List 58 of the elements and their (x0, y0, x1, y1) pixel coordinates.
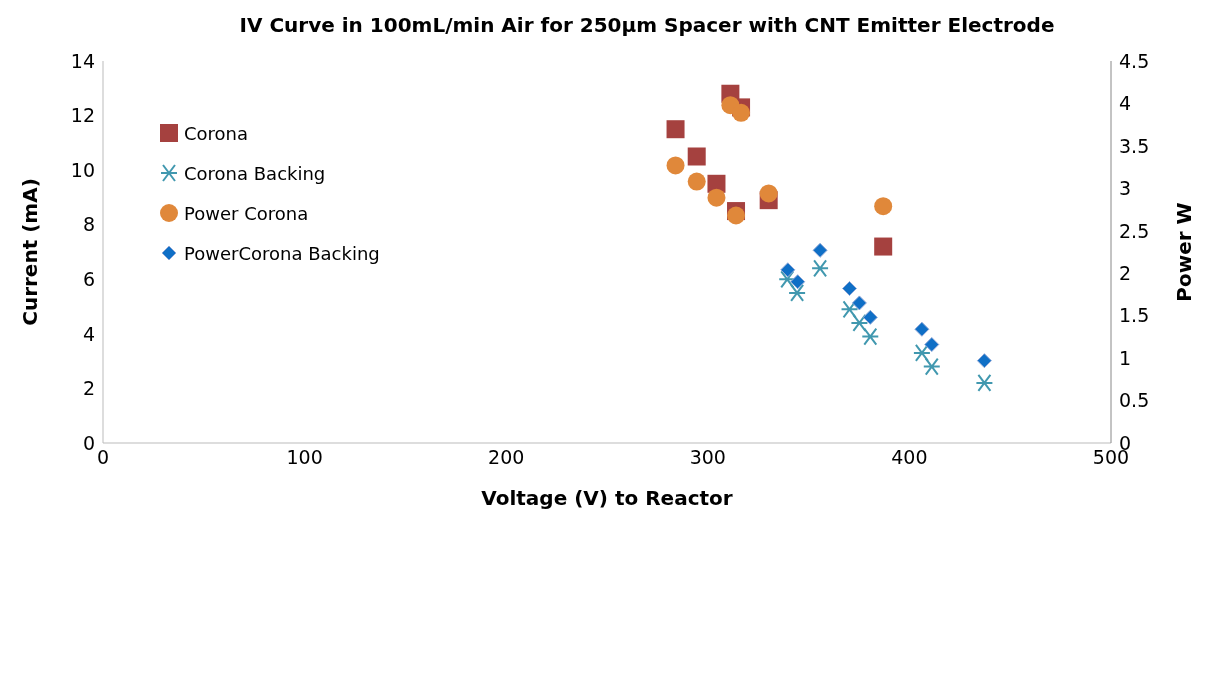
point (924, 337, 940, 353)
point (812, 242, 828, 258)
x-tick-label: 0 (96, 446, 110, 469)
y-tick-label: 0 (82, 431, 95, 454)
legend-label: Power Corona (184, 202, 309, 224)
point (666, 120, 685, 139)
point (851, 295, 867, 311)
x-tick-label: 300 (689, 446, 726, 469)
legend-label: PowerCorona Backing (184, 242, 380, 264)
y-tick-label: 6 (82, 268, 95, 291)
point (732, 103, 751, 122)
y2-tick-label: 2.5 (1119, 219, 1150, 242)
y-axis-title: Current (mA) (18, 178, 43, 326)
y-tick-label: 14 (70, 49, 95, 72)
point (922, 357, 941, 376)
legend-label: Corona (184, 122, 249, 144)
point (788, 283, 807, 302)
y2-tick-label: 3.5 (1119, 134, 1150, 157)
point (862, 309, 878, 325)
y2-tick-label: 4 (1119, 92, 1132, 115)
point (850, 313, 869, 332)
y2-tick-label: 1 (1119, 346, 1132, 369)
y2-tick-label: 4.5 (1119, 49, 1150, 72)
x-tick-label: 200 (488, 446, 525, 469)
point (727, 206, 746, 225)
point (790, 274, 806, 290)
point (811, 259, 830, 278)
point (778, 270, 797, 289)
point (842, 281, 858, 296)
y2-tick-label: 1.5 (1119, 304, 1150, 327)
y-tick-label: 10 (70, 158, 95, 181)
point (976, 353, 992, 369)
x-axis-title: Voltage (V) to Reactor (481, 486, 733, 510)
y2-tick-label: 0.5 (1119, 389, 1150, 412)
point (975, 373, 994, 392)
y2-tick-label: 3 (1119, 177, 1132, 200)
point (914, 321, 930, 337)
point (912, 343, 931, 362)
y-tick-label: 4 (82, 322, 95, 345)
y-tick-label: 8 (82, 213, 95, 236)
legend-label: Corona Backing (184, 162, 326, 184)
point (687, 147, 706, 166)
y2-tick-label: 2 (1119, 261, 1132, 284)
y-tick-label: 2 (82, 377, 95, 400)
point (759, 184, 778, 203)
y-tick-label: 12 (70, 104, 95, 127)
point (874, 237, 893, 256)
point (840, 300, 859, 319)
point (861, 327, 880, 346)
y2-axis-title: Power W (1172, 202, 1197, 302)
point (707, 188, 726, 207)
point (666, 156, 685, 175)
point (780, 262, 796, 278)
chart-title: IV Curve in 100mL/min Air for 250µm Spacer with CNT Emitter Electrode (238, 12, 1056, 39)
point (687, 172, 706, 191)
x-tick-label: 400 (891, 446, 928, 469)
point (874, 197, 893, 216)
x-tick-label: 100 (286, 446, 323, 469)
